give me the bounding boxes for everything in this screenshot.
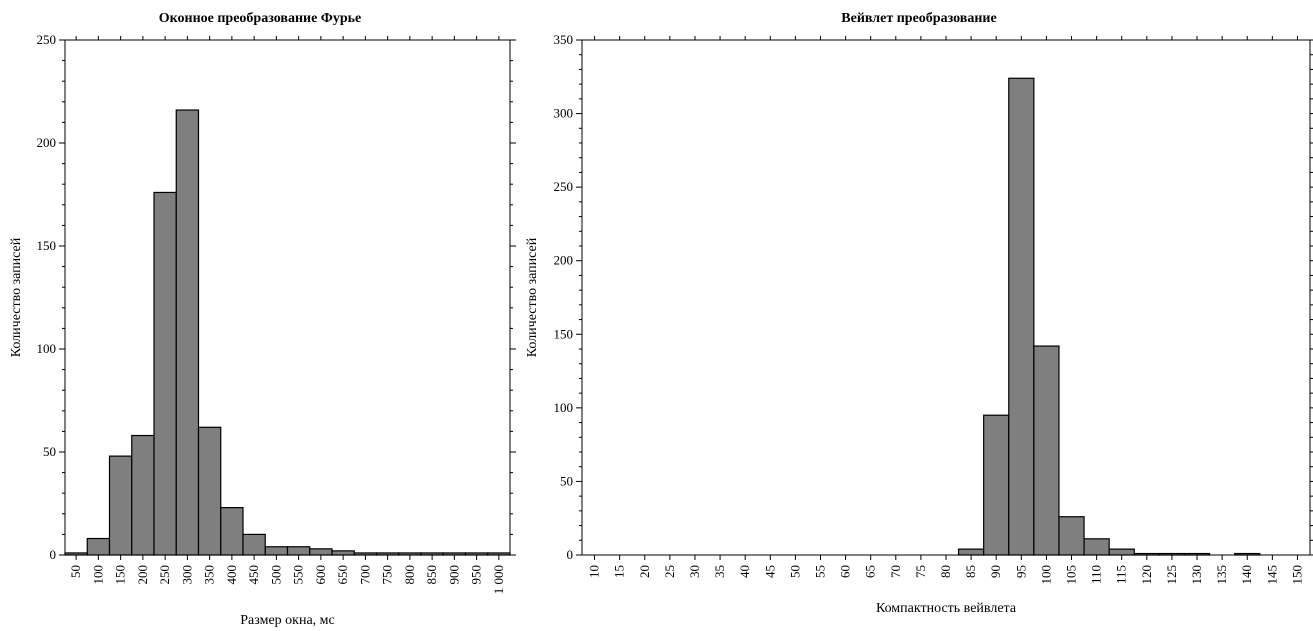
fourier-chart: Оконное преобразование Фурье Размер окна… bbox=[9, 11, 516, 628]
x-tick-label: 50 bbox=[787, 565, 802, 578]
bar-500 bbox=[264, 546, 289, 556]
x-tick-label: 300 bbox=[179, 565, 194, 585]
x-tick-label: 650 bbox=[335, 565, 350, 585]
bar-85 bbox=[957, 548, 985, 556]
x-tick-label: 450 bbox=[246, 565, 261, 585]
x-tick-label: 75 bbox=[913, 565, 928, 578]
x-tick-label: 550 bbox=[291, 565, 306, 585]
bar-350 bbox=[197, 426, 222, 556]
y-tick-label: 100 bbox=[554, 400, 574, 415]
bar-200 bbox=[131, 434, 155, 556]
bar-250 bbox=[153, 191, 177, 556]
y-axis-label: Количество записей bbox=[9, 237, 24, 357]
bar-100 bbox=[1033, 345, 1060, 556]
y-axis-label: Количество записей bbox=[525, 237, 540, 357]
plot-frame bbox=[581, 39, 1311, 556]
y-tick-label: 0 bbox=[567, 547, 574, 562]
x-tick-label: 500 bbox=[268, 565, 283, 585]
y-tick-label: 100 bbox=[37, 341, 57, 356]
x-tick-label: 950 bbox=[469, 565, 484, 585]
x-tick-label: 135 bbox=[1214, 565, 1229, 585]
x-tick-label: 1 000 bbox=[491, 565, 506, 594]
x-tick-label: 120 bbox=[1139, 565, 1154, 585]
x-tick-label: 55 bbox=[812, 565, 827, 578]
x-tick-label: 100 bbox=[1038, 565, 1053, 585]
y-tick-label: 150 bbox=[554, 326, 574, 341]
bar-105 bbox=[1058, 516, 1085, 556]
x-tick-label: 145 bbox=[1264, 565, 1279, 585]
x-tick-label: 85 bbox=[963, 565, 978, 578]
x-tick-label: 20 bbox=[637, 565, 652, 578]
x-tick-label: 10 bbox=[587, 565, 602, 578]
x-tick-label: 600 bbox=[313, 565, 328, 585]
bar-150 bbox=[108, 455, 133, 556]
x-tick-label: 150 bbox=[113, 565, 128, 585]
x-tick-label: 65 bbox=[863, 565, 878, 578]
x-tick-label: 100 bbox=[90, 565, 105, 585]
x-tick-label: 50 bbox=[68, 565, 83, 578]
x-tick-label: 80 bbox=[938, 565, 953, 578]
x-tick-label: 350 bbox=[202, 565, 217, 585]
bar-650 bbox=[331, 550, 355, 556]
x-tick-label: 35 bbox=[712, 565, 727, 578]
y-tick-label: 250 bbox=[554, 179, 574, 194]
x-tick-label: 70 bbox=[888, 565, 903, 578]
x-tick-label: 30 bbox=[687, 565, 702, 578]
plot-frame bbox=[64, 39, 511, 556]
x-tick-label: 400 bbox=[224, 565, 239, 585]
x-tick-label: 200 bbox=[135, 565, 150, 585]
x-axis-label: Размер окна, мс bbox=[240, 613, 335, 628]
x-tick-label: 150 bbox=[1289, 565, 1304, 585]
y-tick-label: 250 bbox=[37, 32, 57, 47]
x-tick-label: 25 bbox=[662, 565, 677, 578]
x-tick-label: 250 bbox=[157, 565, 172, 585]
wavelet-chart: Вейвлет преобразование Компактность вейв… bbox=[525, 11, 1313, 616]
x-tick-label: 115 bbox=[1114, 565, 1129, 584]
bar-110 bbox=[1083, 538, 1110, 556]
x-tick-label: 125 bbox=[1164, 565, 1179, 585]
bar-115 bbox=[1108, 548, 1135, 556]
x-tick-label: 130 bbox=[1189, 565, 1204, 585]
x-tick-label: 700 bbox=[357, 565, 372, 585]
x-tick-label: 900 bbox=[446, 565, 461, 585]
chart-title: Вейвлет преобразование bbox=[841, 11, 996, 26]
x-tick-label: 140 bbox=[1239, 565, 1254, 585]
y-tick-label: 200 bbox=[37, 135, 57, 150]
bar-600 bbox=[309, 548, 333, 556]
y-tick-label: 350 bbox=[554, 32, 574, 47]
x-tick-label: 110 bbox=[1089, 565, 1104, 584]
x-tick-label: 850 bbox=[424, 565, 439, 585]
x-tick-label: 60 bbox=[838, 565, 853, 578]
bar-95 bbox=[1008, 77, 1035, 556]
x-tick-label: 105 bbox=[1064, 565, 1079, 585]
bar-550 bbox=[286, 546, 311, 556]
x-tick-label: 90 bbox=[988, 565, 1003, 578]
y-tick-label: 300 bbox=[554, 106, 574, 121]
y-tick-label: 0 bbox=[50, 547, 57, 562]
bar-400 bbox=[220, 507, 244, 556]
chart-title: Оконное преобразование Фурье bbox=[159, 11, 362, 26]
y-tick-label: 50 bbox=[43, 444, 56, 459]
bar-90 bbox=[983, 414, 1010, 556]
bar-100 bbox=[86, 537, 111, 556]
x-tick-label: 750 bbox=[380, 565, 395, 585]
bar-450 bbox=[242, 533, 266, 556]
x-tick-label: 15 bbox=[612, 565, 627, 578]
y-tick-label: 50 bbox=[560, 473, 573, 488]
bar-300 bbox=[175, 109, 200, 556]
x-tick-label: 95 bbox=[1013, 565, 1028, 578]
x-tick-label: 45 bbox=[762, 565, 777, 578]
x-tick-label: 800 bbox=[402, 565, 417, 585]
x-axis-label: Компактность вейвлета bbox=[876, 601, 1017, 616]
x-tick-label: 40 bbox=[737, 565, 752, 578]
y-tick-label: 200 bbox=[554, 253, 574, 268]
y-tick-label: 150 bbox=[37, 238, 57, 253]
